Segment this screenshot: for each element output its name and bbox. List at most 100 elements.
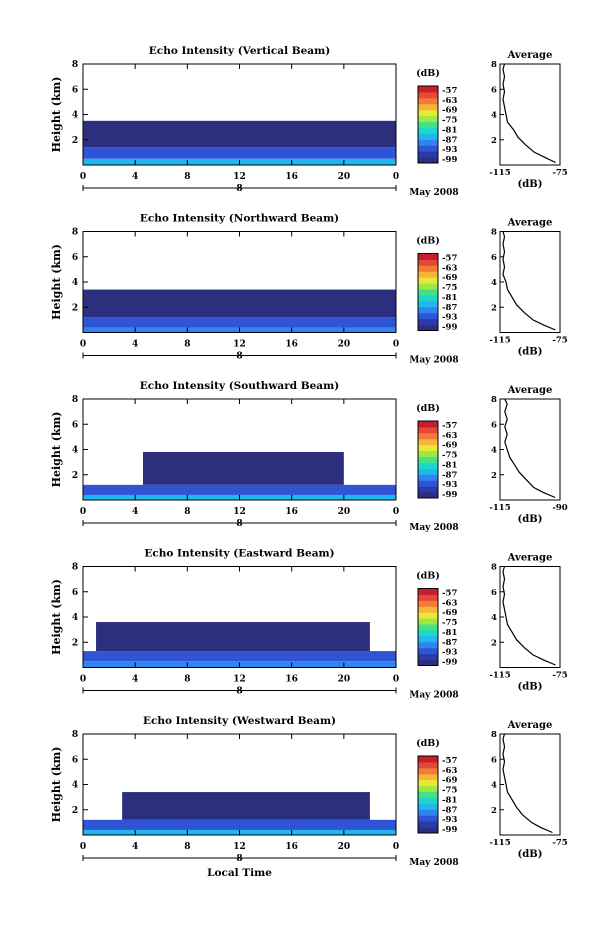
average-y-tick-label: 6 (491, 588, 497, 598)
y-axis-label: Height (km) (50, 244, 63, 320)
x-tick-label: 16 (285, 675, 298, 685)
echo-layer (96, 622, 370, 652)
average-title: Average (507, 720, 553, 731)
colorbar-swatch (418, 145, 438, 152)
colorbar-tick-label: -57 (442, 254, 457, 264)
x-tick-label: 4 (132, 172, 138, 182)
colorbar-tick-label: -75 (442, 618, 457, 628)
colorbar-swatch (418, 151, 438, 158)
panel-title: Echo Intensity (Northward Beam) (140, 213, 339, 225)
average-x-tick-label: -90 (552, 503, 567, 513)
date-day-label: 8 (236, 854, 242, 864)
x-tick-label: 4 (132, 340, 138, 350)
colorbar-swatch (418, 456, 438, 463)
x-tick-label: 4 (132, 842, 138, 852)
x-tick-label: 20 (338, 675, 351, 685)
colorbar-swatch (418, 594, 438, 601)
x-tick-label: 0 (80, 507, 86, 517)
x-tick-label: 0 (80, 172, 86, 182)
colorbar-swatch (418, 103, 438, 111)
colorbar-swatch (418, 426, 438, 434)
echo-layer (83, 289, 396, 318)
y-tick-label: 4 (72, 781, 78, 791)
colorbar-swatch (418, 253, 438, 260)
colorbar-swatch (418, 312, 438, 320)
colorbar-swatch (418, 259, 438, 266)
colorbar-tick-label: -93 (442, 145, 457, 155)
x-tick-label: 20 (338, 507, 351, 517)
colorbar-swatch (418, 809, 438, 816)
colorbar-tick-label: -75 (442, 283, 457, 293)
y-tick-label: 2 (72, 806, 78, 816)
x-tick-label: 0 (393, 172, 399, 182)
colorbar-tick-label: -75 (442, 116, 457, 126)
x-tick-label: 20 (338, 172, 351, 182)
y-tick-label: 6 (72, 420, 78, 430)
colorbar-swatch (418, 300, 438, 308)
colorbar-swatch (418, 588, 438, 595)
colorbar-swatch (418, 647, 438, 655)
colorbar-tick-label: -87 (442, 135, 457, 145)
colorbar-swatch (418, 318, 438, 326)
x-tick-label: 0 (393, 842, 399, 852)
average-profile-line (502, 733, 553, 834)
colorbar-unit: (dB) (416, 571, 440, 582)
y-tick-label: 4 (72, 613, 78, 623)
colorbar-swatch (418, 606, 438, 613)
colorbar-swatch (418, 474, 438, 481)
colorbar-swatch (418, 271, 438, 278)
colorbar-swatch (418, 803, 438, 810)
colorbar-swatch (418, 444, 438, 452)
colorbar-swatch (418, 265, 438, 272)
colorbar-swatch (418, 139, 438, 146)
colorbar-swatch (418, 815, 438, 822)
colorbar-tick-label: -57 (442, 756, 457, 766)
y-axis-label: Height (km) (50, 77, 63, 153)
colorbar-tick-label: -69 (442, 776, 457, 786)
colorbar-unit: (dB) (416, 236, 440, 247)
panel-title: Echo Intensity (Vertical Beam) (149, 45, 330, 57)
y-tick-label: 4 (72, 278, 78, 288)
colorbar-tick-label: -99 (442, 490, 457, 500)
x-tick-label: 0 (393, 507, 399, 517)
average-y-tick-label: 2 (491, 136, 497, 146)
average-y-tick-label: 6 (491, 420, 497, 430)
average-y-tick-label: 2 (491, 806, 497, 816)
colorbar-tick-label: -87 (442, 303, 457, 313)
average-y-tick-label: 4 (491, 446, 497, 456)
colorbar-tick-label: -69 (442, 608, 457, 618)
average-frame (499, 733, 561, 836)
average-x-tick-label: -115 (489, 168, 510, 178)
colorbar-tick-label: -63 (442, 766, 457, 776)
colorbar-tick-label: -75 (442, 786, 457, 796)
average-profile-line (502, 63, 556, 164)
average-x-label: (dB) (518, 514, 543, 525)
average-y-tick-label: 4 (491, 781, 497, 791)
colorbar-swatch (418, 277, 438, 284)
colorbar-tick-label: -93 (442, 648, 457, 658)
colorbar-swatch (418, 121, 438, 128)
x-tick-label: 20 (338, 340, 351, 350)
colorbar-swatch (418, 283, 438, 290)
average-y-tick-label: 4 (491, 613, 497, 623)
x-tick-label: 16 (285, 340, 298, 350)
y-tick-label: 8 (72, 60, 78, 70)
colorbar-frame (417, 85, 439, 164)
colorbar-swatch (418, 641, 438, 649)
y-axis-label: Height (km) (50, 412, 63, 488)
colorbar-swatch (418, 779, 438, 787)
average-title: Average (507, 50, 553, 61)
average-y-tick-label: 4 (491, 111, 497, 121)
colorbar-swatch (418, 785, 438, 793)
y-tick-label: 6 (72, 85, 78, 95)
echo-layer (83, 120, 396, 148)
y-tick-label: 8 (72, 730, 78, 740)
y-axis-label: Height (km) (50, 747, 63, 823)
average-y-tick-label: 8 (491, 228, 497, 238)
echo-layer (83, 484, 396, 495)
x-tick-label: 0 (80, 675, 86, 685)
average-x-label: (dB) (518, 849, 543, 860)
average-x-tick-label: -75 (552, 838, 567, 848)
date-label: May 2008 (409, 188, 458, 198)
